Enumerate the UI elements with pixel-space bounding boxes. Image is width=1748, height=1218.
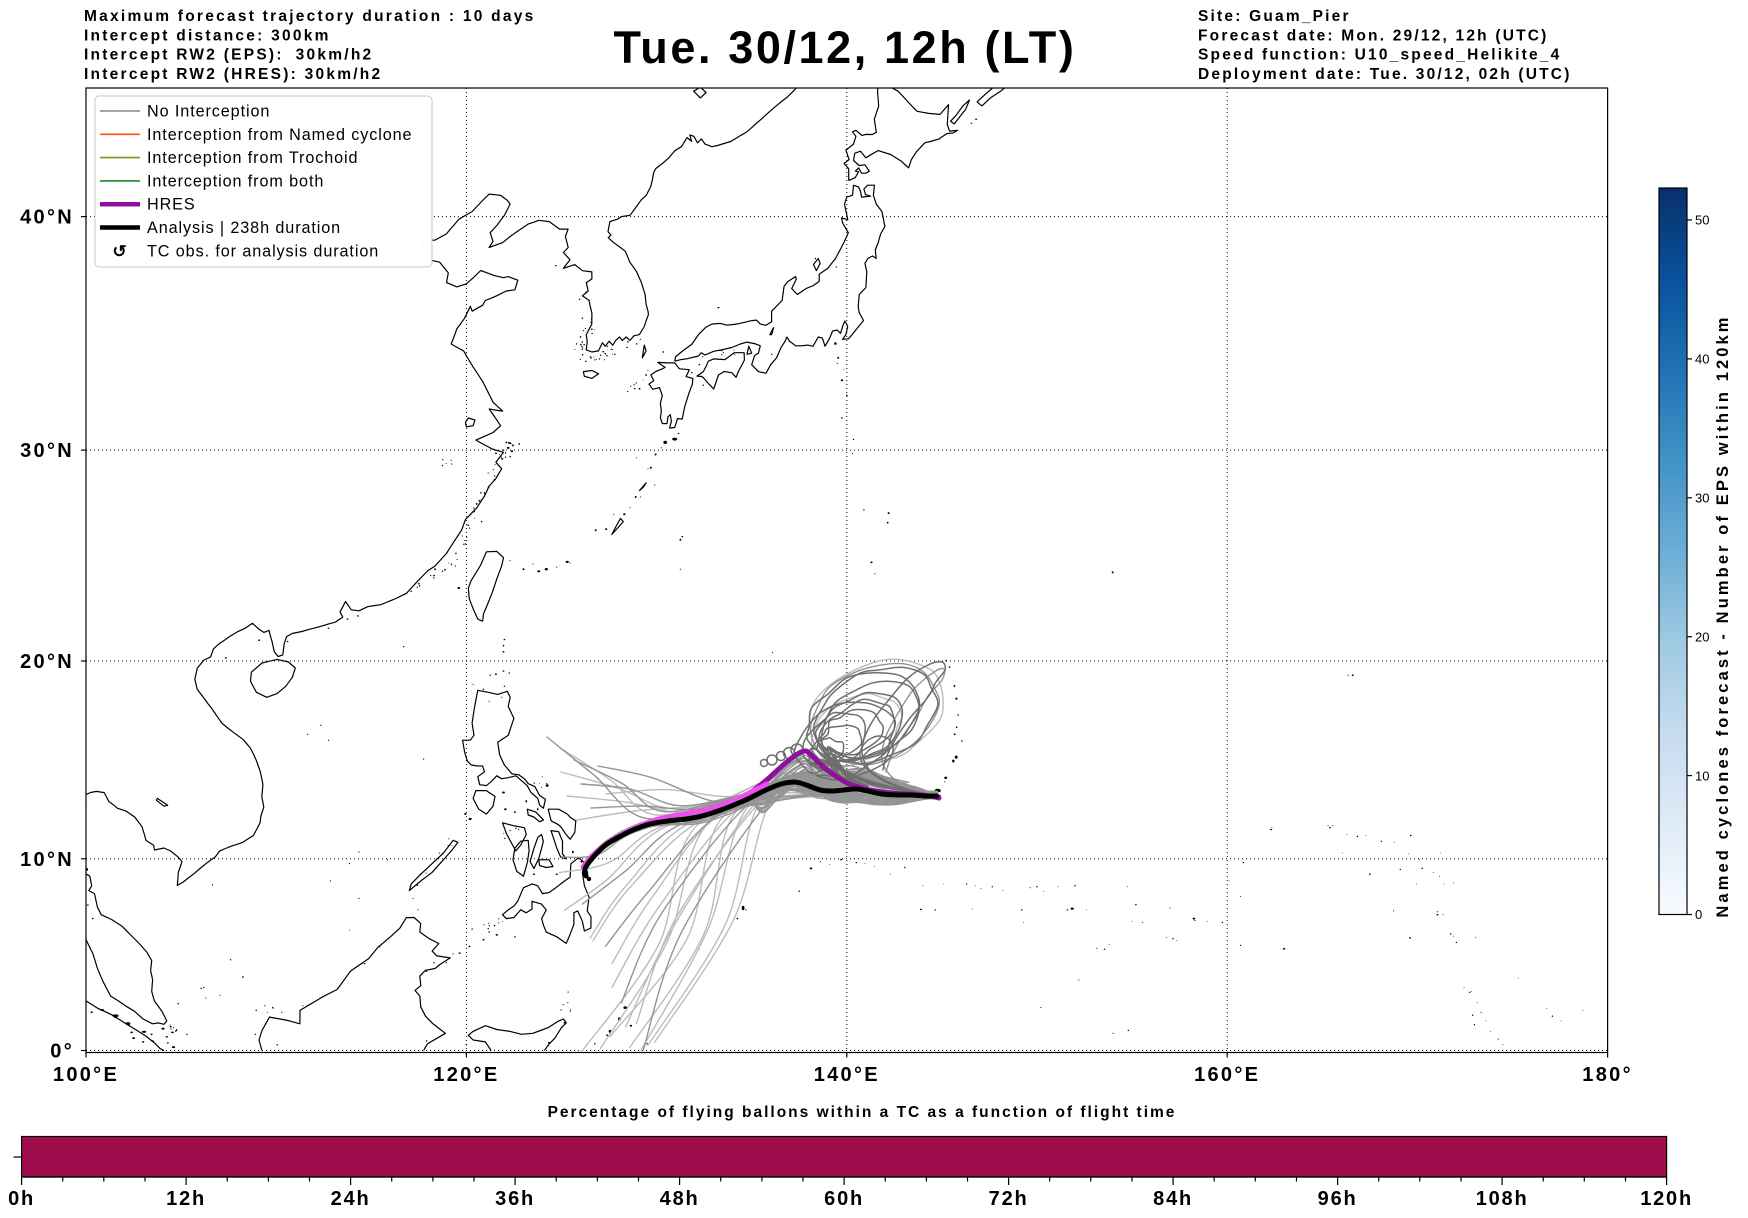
svg-text:72h: 72h — [989, 1188, 1029, 1210]
svg-text:30°N: 30°N — [20, 440, 74, 462]
svg-text:84h: 84h — [1153, 1188, 1193, 1210]
svg-text:TC obs. for analysis duration: TC obs. for analysis duration — [147, 242, 379, 260]
svg-text:Percentage of flying ballons w: Percentage of flying ballons within a TC… — [548, 1104, 1177, 1121]
svg-text:180°: 180° — [1582, 1064, 1633, 1086]
svg-text:0h: 0h — [8, 1188, 35, 1210]
svg-text:Maximum forecast trajectory du: Maximum forecast trajectory duration : 1… — [84, 8, 536, 25]
svg-text:Deployment date: Tue. 30/12, 0: Deployment date: Tue. 30/12, 02h (UTC) — [1198, 66, 1572, 83]
svg-text:HRES: HRES — [147, 196, 196, 214]
svg-text:Interception from both: Interception from both — [147, 172, 324, 190]
svg-text:No Interception: No Interception — [147, 103, 270, 121]
svg-text:0: 0 — [1695, 907, 1702, 922]
svg-text:24h: 24h — [331, 1188, 371, 1210]
svg-text:0°: 0° — [50, 1041, 74, 1063]
svg-text:160°E: 160°E — [1194, 1064, 1260, 1086]
svg-text:20°N: 20°N — [20, 651, 74, 673]
svg-text:96h: 96h — [1318, 1188, 1358, 1210]
svg-text:Intercept distance: 300km: Intercept distance: 300km — [84, 27, 331, 44]
svg-text:Speed function: U10_speed_Heli: Speed function: U10_speed_Helikite_4 — [1198, 47, 1561, 64]
svg-text:12h: 12h — [166, 1188, 206, 1210]
svg-text:50: 50 — [1695, 213, 1709, 228]
svg-text:30: 30 — [1695, 491, 1709, 506]
svg-text:140°E: 140°E — [814, 1064, 880, 1086]
svg-text:108h: 108h — [1476, 1188, 1529, 1210]
svg-text:40: 40 — [1695, 352, 1709, 367]
svg-text:Analysis | 238h duration: Analysis | 238h duration — [147, 219, 341, 237]
svg-text:100°E: 100°E — [53, 1064, 119, 1086]
svg-text:120h: 120h — [1640, 1188, 1693, 1210]
svg-text:Named cyclones forecast - Numb: Named cyclones forecast - Number of EPS … — [1714, 314, 1732, 917]
svg-text:↺: ↺ — [112, 242, 127, 261]
svg-text:60h: 60h — [824, 1188, 864, 1210]
svg-text:Site: Guam_Pier: Site: Guam_Pier — [1198, 8, 1351, 25]
svg-text:Forecast date: Mon. 29/12, 12h: Forecast date: Mon. 29/12, 12h (UTC) — [1198, 27, 1549, 44]
svg-text:Tue. 30/12, 12h (LT): Tue. 30/12, 12h (LT) — [614, 22, 1077, 73]
svg-text:36h: 36h — [495, 1188, 535, 1210]
svg-text:120°E: 120°E — [433, 1064, 499, 1086]
svg-text:10: 10 — [1695, 768, 1709, 783]
svg-text:10°N: 10°N — [20, 849, 74, 871]
svg-text:20: 20 — [1695, 629, 1709, 644]
svg-text:Interception from Trochoid: Interception from Trochoid — [147, 149, 358, 167]
svg-text:40°N: 40°N — [20, 207, 74, 229]
svg-text:Intercept RW2 (HRES): 30km/h2: Intercept RW2 (HRES): 30km/h2 — [84, 66, 382, 83]
svg-text:Interception from Named cyclon: Interception from Named cyclone — [147, 126, 412, 144]
svg-text:Intercept RW2 (EPS): 30km/h2: Intercept RW2 (EPS): 30km/h2 — [84, 47, 373, 64]
svg-text:48h: 48h — [660, 1188, 700, 1210]
